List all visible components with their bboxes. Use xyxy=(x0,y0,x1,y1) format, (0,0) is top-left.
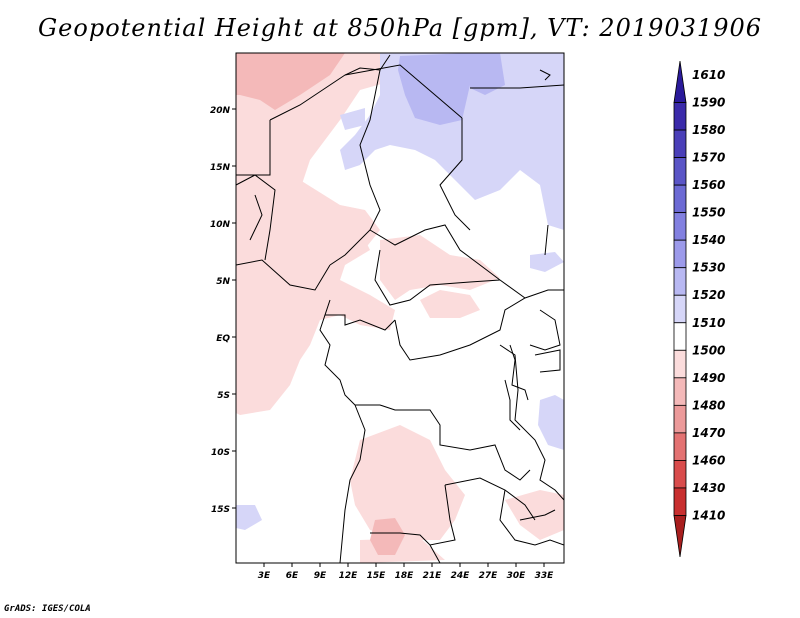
colorbar-label: 1480 xyxy=(692,398,725,412)
lat-label-15s: 15S xyxy=(211,505,230,515)
colorbar-swatch xyxy=(673,294,687,324)
lon-label-24e: 24E xyxy=(451,571,471,581)
lon-label-18e: 18E xyxy=(395,571,415,581)
lat-label-5s: 5S xyxy=(217,391,230,401)
colorbar-label: 1430 xyxy=(692,481,725,495)
colorbar-label: 1410 xyxy=(692,508,725,522)
colorbar-swatch xyxy=(673,212,687,241)
colorbar-label: 1520 xyxy=(692,288,725,302)
colorbar-swatch xyxy=(673,157,687,186)
colorbar-swatch xyxy=(673,267,687,296)
latitude-axis: 20N 15N 10N 5N EQ 5S 10S 15S xyxy=(210,106,236,515)
lat-label-10n: 10N xyxy=(210,220,231,230)
colorbar-swatch xyxy=(673,322,687,351)
colorbar-swatch xyxy=(673,349,687,379)
map-frame xyxy=(235,52,565,564)
colorbar-label: 1550 xyxy=(692,206,725,220)
colorbar-label: 1530 xyxy=(692,261,725,275)
grads-credit: GrADS: IGES/COLA xyxy=(4,604,91,614)
colorbar-label: 1580 xyxy=(692,123,725,137)
lat-label-eq: EQ xyxy=(216,334,230,344)
colorbar-label: 1510 xyxy=(692,316,725,330)
lat-label-5n: 5N xyxy=(216,277,230,287)
lon-label-33e: 33E xyxy=(535,571,555,581)
colorbar-swatch xyxy=(673,460,687,489)
colorbar-swatch xyxy=(673,404,687,434)
colorbar-label: 1610 xyxy=(692,68,725,82)
lat-label-10s: 10S xyxy=(211,448,230,458)
lon-label-21e: 21E xyxy=(423,571,443,581)
colorbar-swatch xyxy=(673,239,687,269)
lon-label-12e: 12E xyxy=(339,571,359,581)
colorbar-label: 1470 xyxy=(692,426,725,440)
colorbar-label: 1590 xyxy=(692,96,725,110)
lon-label-27e: 27E xyxy=(479,571,499,581)
longitude-axis: 3E 6E 9E 12E 15E 18E 21E 24E 27E 30E 33E xyxy=(258,563,554,581)
lat-label-15n: 15N xyxy=(210,163,231,173)
map-plot-area: 20N 15N 10N 5N EQ 5S 10S 15S 3E xyxy=(210,52,565,581)
colorbar-swatch xyxy=(673,102,687,131)
colorbar-swatch xyxy=(673,184,687,214)
map-title: Geopotential Height at 850hPa [gpm], VT:… xyxy=(38,14,762,42)
height-shading xyxy=(236,53,564,563)
lat-label-20n: 20N xyxy=(210,106,231,116)
colorbar-label: 1500 xyxy=(692,343,725,357)
colorbar-label: 1560 xyxy=(692,178,725,192)
colorbar-top-arrow xyxy=(673,60,687,103)
colorbar-swatch xyxy=(673,487,687,516)
colorbar-swatch xyxy=(673,129,687,158)
colorbar-label: 1540 xyxy=(692,233,725,247)
colorbar-label: 1490 xyxy=(692,371,725,385)
lon-label-9e: 9E xyxy=(314,571,327,581)
country-borders xyxy=(236,53,564,563)
lon-label-30e: 30E xyxy=(507,571,527,581)
colorbar-label: 1460 xyxy=(692,453,725,467)
colorbar-swatch xyxy=(673,377,687,406)
colorbar-label: 1570 xyxy=(692,151,725,165)
lon-label-15e: 15E xyxy=(367,571,387,581)
lon-label-6e: 6E xyxy=(286,571,299,581)
colorbar: 1610 1590 1580 1570 1560 1550 1540 1530 1520 1510… xyxy=(673,60,725,558)
colorbar-bottom-arrow xyxy=(673,515,687,558)
lon-label-3e: 3E xyxy=(258,571,271,581)
colorbar-swatch xyxy=(673,432,687,461)
